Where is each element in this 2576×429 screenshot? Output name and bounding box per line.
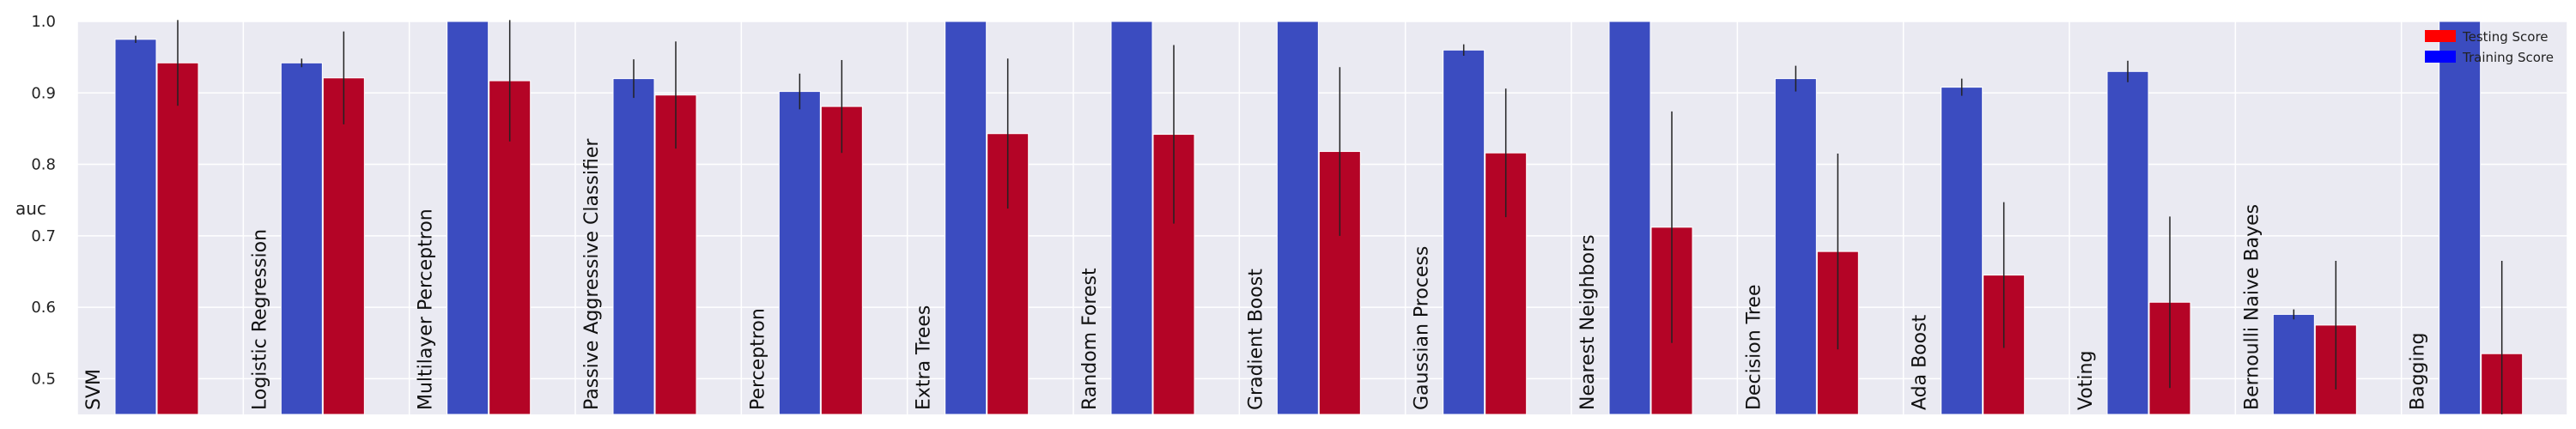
category-labels: SVM Logistic Regression Multilayer Percept… [83, 138, 2429, 410]
category-label: Gaussian Process [1412, 246, 1433, 410]
training-bar [114, 39, 157, 415]
testing-bar [820, 106, 863, 415]
training-bar [1941, 87, 1984, 415]
category-label: SVM [83, 369, 105, 410]
training-bar [612, 78, 655, 415]
category-label: Nearest Neighbors [1577, 234, 1599, 410]
legend-swatch [2425, 30, 2456, 42]
category-label: Extra Trees [914, 305, 935, 410]
training-bar [447, 21, 489, 415]
training-bar [1276, 21, 1319, 415]
testing-bar [156, 62, 199, 415]
bars [114, 21, 2524, 415]
category-label: Passive Aggressive Classifier [581, 138, 603, 410]
training-bar [778, 91, 821, 415]
y-tick-label: 0.7 [31, 227, 56, 245]
legend: Testing Score Training Score [2425, 29, 2554, 65]
y-axis-label: auc [15, 198, 46, 219]
category-label: Logistic Regression [249, 229, 270, 410]
training-bar [945, 21, 987, 415]
y-tick-label: 0.6 [31, 299, 56, 317]
category-label: Bagging [2408, 332, 2429, 410]
training-bar [1443, 49, 1485, 415]
training-bar [280, 62, 323, 415]
category-label: Ada Boost [1910, 314, 1931, 410]
training-bar [2272, 313, 2315, 415]
training-bar [1110, 21, 1153, 415]
category-label: Gradient Boost [1245, 269, 1267, 410]
category-label: Perceptron [747, 308, 769, 410]
category-label: Bernoulli Naive Bayes [2241, 204, 2263, 410]
y-axis-ticks: 0.5 0.6 0.7 0.8 0.9 1.0 [31, 13, 56, 388]
y-tick-label: 0.5 [31, 370, 56, 388]
testing-bar [322, 77, 365, 415]
category-label: Voting [2075, 351, 2097, 410]
error-bars [135, 20, 2503, 414]
category-label: Multilayer Perceptron [416, 208, 437, 410]
legend-label: Testing Score [2462, 29, 2549, 45]
training-bar [1774, 78, 1817, 415]
y-tick-label: 0.9 [31, 84, 56, 102]
training-bar [2106, 70, 2149, 415]
testing-bar [1485, 152, 1528, 415]
legend-swatch [2425, 51, 2456, 63]
legend-label: Training Score [2462, 50, 2554, 65]
training-bar [1608, 21, 1651, 415]
training-bar [2439, 21, 2482, 415]
category-label: Random Forest [1079, 268, 1101, 410]
category-label: Decision Tree [1743, 285, 1765, 411]
y-tick-label: 1.0 [31, 13, 56, 31]
y-tick-label: 0.8 [31, 156, 56, 174]
